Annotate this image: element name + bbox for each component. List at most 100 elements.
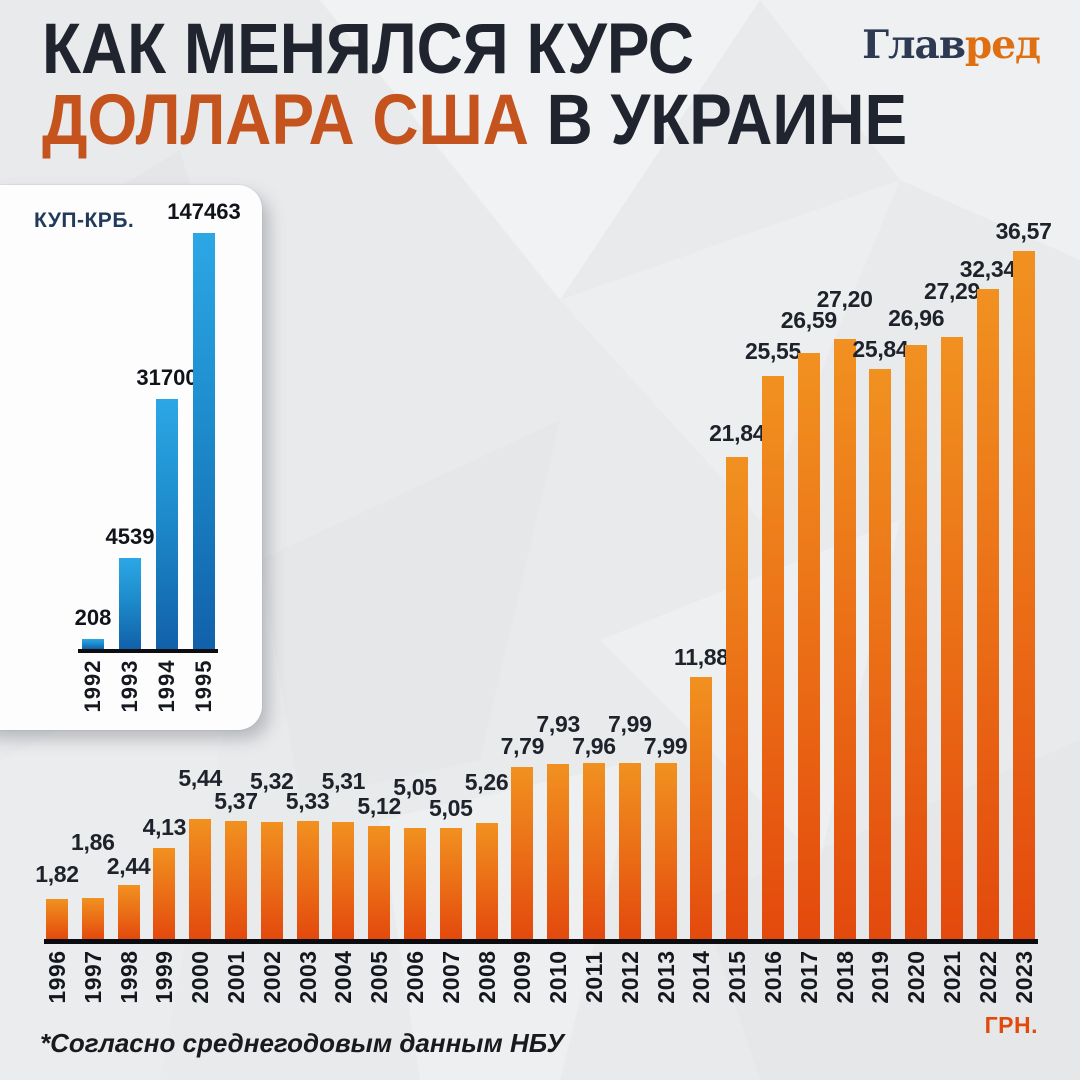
- year-label-2000: 2000: [187, 950, 214, 1004]
- year-label-2016: 2016: [760, 950, 786, 1004]
- year-label-2009: 2009: [509, 950, 536, 1004]
- title-line-1: КАК МЕНЯЛСЯ КУРС: [42, 14, 1003, 85]
- value-label-2000: 5,44: [178, 765, 222, 791]
- bar-1999: [153, 848, 176, 939]
- year-label-2018: 2018: [831, 950, 858, 1004]
- year-label-2014: 2014: [688, 950, 715, 1004]
- year-label-2004: 2004: [330, 950, 357, 1004]
- value-label-1998: 2,44: [106, 853, 151, 879]
- year-label-2003: 2003: [294, 950, 321, 1004]
- footnote: *Согласно среднегодовым данным НБУ: [40, 1028, 565, 1058]
- bar-2004: [332, 822, 355, 939]
- bar-1996: [46, 899, 68, 939]
- bar-2015: [726, 457, 749, 939]
- value-label-1996: 1,82: [35, 861, 79, 887]
- year-label-2021: 2021: [939, 950, 965, 1004]
- year-label-2020: 2020: [903, 950, 930, 1004]
- year-label-2012: 2012: [616, 950, 643, 1004]
- year-label-2015: 2015: [724, 950, 751, 1004]
- value-label-2016: 25,55: [744, 338, 802, 364]
- bar-2009: [511, 767, 534, 939]
- bar-1998: [117, 885, 140, 939]
- bar-2003: [296, 821, 319, 939]
- inset-bar-1994: [156, 399, 178, 649]
- bar-2018: [833, 339, 856, 939]
- title-line-2: ДОЛЛАРА США В УКРАИНЕ: [42, 85, 1003, 156]
- bar-2016: [762, 376, 784, 939]
- bar-2008: [475, 823, 498, 939]
- inset-unit-label: КУП-КРБ.: [34, 209, 135, 232]
- year-label-1999: 1999: [151, 950, 178, 1004]
- logo-part-glav: Глав: [862, 22, 966, 68]
- logo-part-red: ред: [964, 22, 1041, 68]
- value-label-2012: 7,99: [608, 711, 652, 737]
- value-label-2013: 7,99: [643, 733, 688, 759]
- inset-bar-1995: [193, 233, 215, 649]
- value-label-1997: 1,86: [71, 829, 115, 855]
- year-label-2011: 2011: [581, 951, 607, 1003]
- bar-2002: [260, 822, 283, 939]
- year-label-2001: 2001: [223, 950, 249, 1004]
- inset-value-label-1992: 208: [74, 605, 112, 630]
- bar-2010: [547, 764, 570, 939]
- inset-value-label-1995: 147463: [167, 199, 241, 224]
- value-label-2015: 21,84: [709, 420, 766, 446]
- logo: Главред: [862, 22, 1041, 68]
- year-label-2006: 2006: [402, 950, 428, 1004]
- inset-chart-card: КУП-КРБ. 208 1992 4539 1993 31700 1994 147463 1…: [0, 185, 262, 730]
- inset-x-axis: [78, 649, 218, 653]
- bar-1997: [81, 898, 104, 939]
- value-label-2018: 27,20: [816, 286, 873, 312]
- bar-2017: [797, 353, 820, 939]
- bar-2021: [941, 337, 963, 939]
- year-label-2017: 2017: [795, 950, 822, 1004]
- value-label-2019: 25,84: [852, 336, 909, 362]
- year-label-2010: 2010: [545, 950, 572, 1004]
- value-label-1999: 4,13: [142, 814, 187, 840]
- year-label-1997: 1997: [79, 950, 106, 1004]
- bar-2011: [583, 763, 605, 939]
- year-label-2005: 2005: [366, 950, 393, 1004]
- main-x-axis: [44, 939, 1038, 944]
- main-unit-label: ГРН.: [984, 1012, 1038, 1038]
- value-label-2007: 5,05: [429, 795, 473, 821]
- bar-2022: [976, 289, 999, 939]
- value-label-2022: 32,34: [959, 256, 1016, 282]
- value-label-2017: 26,59: [780, 307, 837, 333]
- year-label-1998: 1998: [115, 950, 142, 1004]
- value-label-2010: 7,93: [536, 711, 580, 737]
- value-label-2023: 36,57: [995, 218, 1052, 244]
- year-label-2023: 2023: [1010, 950, 1037, 1004]
- year-label-2008: 2008: [473, 950, 500, 1004]
- inset-bar-1993: [119, 558, 141, 649]
- title-line2-highlight: ДОЛЛАРА США: [42, 81, 529, 160]
- bar-2005: [368, 826, 391, 939]
- bar-2000: [189, 819, 212, 939]
- title-line1-text: КАК МЕНЯЛСЯ КУРС: [42, 10, 695, 89]
- value-label-2004: 5,31: [321, 768, 366, 794]
- bar-2007: [439, 828, 462, 939]
- value-label-2008: 5,26: [464, 769, 509, 795]
- bar-2014: [690, 677, 713, 939]
- title-line2-rest: В УКРАИНЕ: [528, 81, 908, 160]
- bar-2019: [869, 369, 892, 939]
- bar-2006: [404, 828, 426, 939]
- value-label-2021: 27,29: [923, 278, 981, 304]
- inset-bar-1992: [82, 639, 104, 649]
- inset-value-label-1994: 31700: [136, 365, 198, 390]
- bar-2020: [905, 345, 928, 939]
- bar-2001: [225, 821, 247, 939]
- value-label-2002: 5,32: [250, 768, 294, 794]
- bar-2012: [618, 763, 641, 939]
- value-label-2005: 5,12: [357, 793, 401, 819]
- bar-2023: [1012, 251, 1035, 939]
- value-label-2001: 5,37: [214, 788, 258, 814]
- value-label-2011: 7,96: [572, 733, 616, 759]
- value-label-2003: 5,33: [285, 788, 330, 814]
- page-title: КАК МЕНЯЛСЯ КУРС ДОЛЛАРА США В УКРАИНЕ: [42, 14, 1003, 156]
- year-label-2022: 2022: [974, 950, 1001, 1004]
- value-label-2020: 26,96: [888, 305, 945, 331]
- year-label-2007: 2007: [437, 950, 464, 1004]
